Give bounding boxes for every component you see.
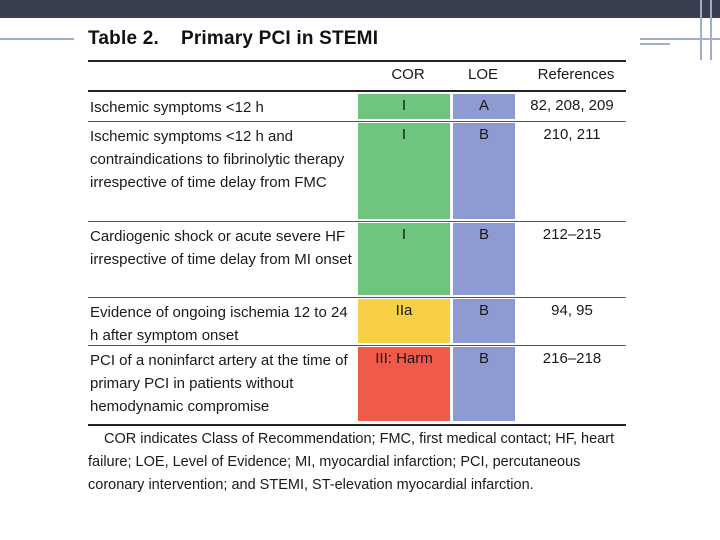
table-footnote: COR indicates Class of Recommendation; F… bbox=[88, 431, 615, 493]
table-title-text: Primary PCI in STEMI bbox=[180, 28, 379, 49]
row-refs: 94, 95 bbox=[551, 302, 593, 319]
header-loe: LOE bbox=[467, 66, 498, 83]
row-refs: 212–215 bbox=[542, 226, 602, 243]
table-row: Evidence of ongoing ischemia 12 to 24 h … bbox=[88, 299, 626, 344]
table-figure: Table 2. Primary PCI in STEMI COR LOE Ref… bbox=[76, 20, 640, 500]
table-number: Table 2. bbox=[88, 28, 159, 49]
table-title: Table 2. Primary PCI in STEMI bbox=[88, 28, 378, 50]
row-refs: 82, 208, 209 bbox=[530, 97, 614, 114]
row-cor: III: Harm bbox=[358, 347, 450, 421]
row-loe: A bbox=[453, 94, 515, 119]
row-loe: B bbox=[453, 299, 515, 343]
row-cor: I bbox=[358, 123, 450, 219]
row-refs: 216–218 bbox=[542, 350, 602, 367]
table-bottom-rule bbox=[88, 424, 626, 426]
row-text: Cardiogenic shock or acute severe HF irr… bbox=[90, 228, 352, 268]
row-separator bbox=[88, 345, 626, 346]
row-refs: 210, 211 bbox=[543, 126, 601, 143]
table-header-rule bbox=[88, 90, 626, 92]
table-row: PCI of a noninfarct artery at the time o… bbox=[88, 347, 626, 421]
slide-deco-vertical-2 bbox=[710, 0, 712, 60]
row-cor: IIa bbox=[358, 299, 450, 343]
slide-deco-line-left bbox=[0, 38, 74, 40]
row-text: PCI of a noninfarct artery at the time o… bbox=[90, 352, 348, 415]
row-cor: I bbox=[358, 223, 450, 295]
row-text: Evidence of ongoing ischemia 12 to 24 h … bbox=[90, 304, 348, 344]
row-text: Ischemic symptoms <12 h bbox=[90, 99, 264, 116]
slide-deco-vertical-1 bbox=[700, 0, 702, 60]
row-loe: B bbox=[453, 223, 515, 295]
table-top-rule bbox=[88, 60, 626, 62]
slide-top-bar bbox=[0, 0, 720, 18]
header-cor: COR bbox=[391, 66, 425, 83]
table-row: Ischemic symptoms <12 h and contraindica… bbox=[88, 123, 626, 219]
slide-deco-line-right-short bbox=[640, 43, 670, 45]
table-row: Ischemic symptoms <12 h I A 82, 208, 209 bbox=[88, 94, 626, 119]
row-separator bbox=[88, 221, 626, 222]
row-loe: B bbox=[453, 347, 515, 421]
row-text: Ischemic symptoms <12 h and contraindica… bbox=[90, 128, 345, 191]
row-separator bbox=[88, 121, 626, 122]
table-row: Cardiogenic shock or acute severe HF irr… bbox=[88, 223, 626, 295]
row-loe: B bbox=[453, 123, 515, 219]
row-separator bbox=[88, 297, 626, 298]
slide-deco-line-right bbox=[640, 38, 720, 40]
header-references: References bbox=[537, 66, 615, 83]
row-cor: I bbox=[358, 94, 450, 119]
